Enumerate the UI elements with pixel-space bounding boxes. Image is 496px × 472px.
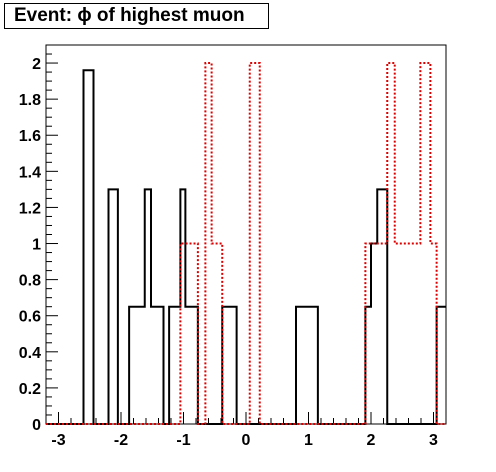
x-tick-label: 1 bbox=[304, 432, 313, 449]
x-tick-label: -2 bbox=[114, 432, 128, 449]
x-tick-label: 3 bbox=[429, 432, 438, 449]
chart-title: Event: ϕ of highest muon bbox=[4, 3, 269, 29]
x-tick-label: -3 bbox=[51, 432, 65, 449]
y-tick-label: 1 bbox=[32, 237, 41, 254]
x-tick-label: 0 bbox=[242, 432, 251, 449]
y-tick-label: 0.4 bbox=[19, 345, 41, 362]
y-tick-label: 1.4 bbox=[19, 164, 41, 181]
histogram-series-2 bbox=[46, 62, 446, 425]
y-tick-label: 2 bbox=[32, 56, 41, 73]
plot-frame bbox=[45, 44, 447, 425]
y-tick-label: 0.6 bbox=[19, 309, 41, 326]
y-tick-label: 0.8 bbox=[19, 273, 41, 290]
x-tick-label: -1 bbox=[176, 432, 190, 449]
y-tick-label: 1.6 bbox=[19, 128, 41, 145]
y-tick-label: 0.2 bbox=[19, 381, 41, 398]
series-layer bbox=[46, 62, 446, 425]
y-tick-label: 1.8 bbox=[19, 92, 41, 109]
x-tick-label: 2 bbox=[367, 432, 376, 449]
y-tick-label: 0 bbox=[32, 417, 41, 434]
axis-layer: 0 0.2 0.4 0.6 0.8 1 1.2 1.4 1.6 1.8 2 -3 -2 -1 0 1 2 3 bbox=[19, 53, 447, 449]
histogram-series-1 bbox=[46, 69, 446, 425]
y-tick-label: 1.2 bbox=[19, 200, 41, 217]
